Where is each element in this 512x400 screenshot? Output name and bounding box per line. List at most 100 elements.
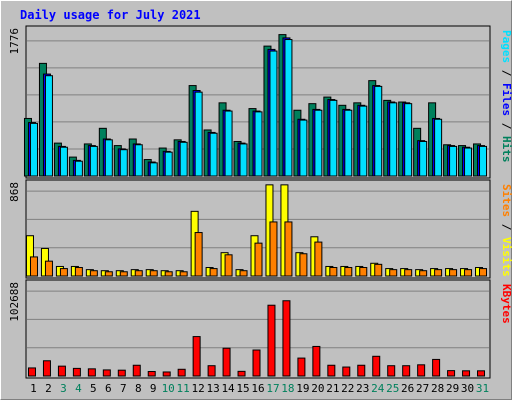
bar-kbytes-day-30: [462, 370, 471, 377]
bar-sites-day-17: [269, 221, 278, 277]
bar-kbytes-day-21: [327, 364, 336, 377]
bar-kbytes-day-2: [42, 360, 51, 377]
chart-panel-middle: 868 Sites / Visits: [8, 179, 512, 279]
bar-sites-day-2: [44, 260, 53, 277]
y-axis-label-part: /: [500, 217, 512, 237]
y-max-label-middle: 868: [8, 182, 21, 202]
x-tick-label-day-31: 31: [476, 382, 489, 395]
y-axis-label-part: Sites: [500, 184, 512, 217]
bar-sites-day-22: [344, 267, 353, 277]
x-tick-label-day-26: 26: [401, 382, 414, 395]
x-tick-label-day-9: 9: [150, 382, 157, 395]
y-axis-label-middle: Sites / Visits: [500, 184, 512, 277]
bar-sites-day-31: [479, 268, 488, 277]
bar-sites-day-14: [224, 254, 233, 277]
bar-pages-day-13: [209, 132, 218, 177]
x-tick-label-day-8: 8: [135, 382, 142, 395]
y-axis-label-part: /: [500, 63, 512, 83]
x-tick-label-day-30: 30: [461, 382, 474, 395]
bar-pages-day-4: [74, 160, 83, 177]
bar-sites-day-24: [374, 263, 383, 277]
bar-sites-day-12: [194, 232, 203, 277]
bar-kbytes-day-4: [72, 367, 81, 377]
bar-sites-day-5: [89, 270, 98, 277]
bar-sites-day-18: [284, 221, 293, 277]
bar-sites-day-10: [164, 271, 173, 277]
bar-kbytes-day-10: [162, 371, 171, 377]
bar-kbytes-day-9: [147, 371, 156, 377]
x-tick-label-day-2: 2: [45, 382, 52, 395]
y-axis-label-part: /: [500, 116, 512, 136]
y-axis-label-top: Pages / Files / Hits: [500, 30, 512, 163]
bar-kbytes-day-3: [57, 365, 66, 377]
x-tick-label-day-24: 24: [371, 382, 385, 395]
y-axis-label-part: Visits: [500, 237, 512, 277]
x-tick-label-day-14: 14: [221, 382, 235, 395]
bar-kbytes-day-27: [417, 364, 426, 377]
x-tick-label-day-5: 5: [90, 382, 97, 395]
x-tick-label-day-17: 17: [266, 382, 279, 395]
x-tick-label-day-18: 18: [281, 382, 294, 395]
bar-kbytes-day-11: [177, 368, 186, 377]
bar-sites-day-20: [314, 241, 323, 277]
bar-sites-day-29: [449, 269, 458, 277]
bar-sites-day-13: [209, 268, 218, 277]
x-tick-label-day-22: 22: [341, 382, 354, 395]
x-tick-label-day-29: 29: [446, 382, 459, 395]
bar-sites-day-16: [254, 242, 263, 277]
chart-title: Daily usage for July 2021: [20, 8, 201, 22]
y-axis-label-part: Hits: [500, 136, 512, 163]
bar-kbytes-day-29: [447, 370, 456, 377]
bar-pages-day-21: [329, 99, 338, 177]
bar-kbytes-day-25: [387, 365, 396, 377]
bar-pages-day-23: [359, 105, 368, 177]
x-tick-label-day-16: 16: [251, 382, 264, 395]
bar-kbytes-day-7: [117, 369, 126, 377]
bar-pages-day-3: [59, 146, 68, 177]
x-tick-label-day-10: 10: [162, 382, 175, 395]
bar-kbytes-day-17: [267, 304, 276, 377]
bar-pages-day-12: [194, 91, 203, 177]
bar-sites-day-9: [149, 270, 158, 277]
bar-pages-day-24: [374, 85, 383, 177]
bar-pages-day-20: [314, 109, 323, 177]
bar-kbytes-day-28: [432, 358, 441, 377]
chart-panel-top: 1776 Pages / Files / Hits: [8, 25, 512, 179]
bar-sites-day-30: [464, 269, 473, 277]
bar-pages-day-28: [434, 118, 443, 177]
bar-pages-day-11: [179, 141, 188, 177]
y-axis-label-part: KBytes: [500, 284, 512, 324]
bar-sites-day-8: [134, 270, 143, 277]
x-tick-label-day-20: 20: [311, 382, 324, 395]
bar-pages-day-26: [404, 103, 413, 177]
bar-pages-day-14: [224, 110, 233, 177]
bar-sites-day-1: [29, 256, 38, 277]
bar-sites-day-19: [299, 253, 308, 277]
bar-kbytes-day-20: [312, 345, 321, 377]
bar-kbytes-day-1: [27, 367, 36, 377]
bar-pages-day-5: [89, 145, 98, 177]
y-max-label-top: 1776: [8, 28, 21, 55]
bar-sites-day-23: [359, 267, 368, 277]
y-axis-label-part: Files: [500, 83, 512, 116]
x-tick-label-day-19: 19: [296, 382, 309, 395]
bar-sites-day-21: [329, 267, 338, 277]
x-tick-label-day-15: 15: [236, 382, 249, 395]
bar-kbytes-day-18: [282, 300, 291, 377]
x-tick-label-day-21: 21: [326, 382, 339, 395]
bar-pages-day-8: [134, 144, 143, 177]
x-tick-label-day-12: 12: [192, 382, 205, 395]
bar-kbytes-day-6: [102, 369, 111, 377]
bar-kbytes-day-22: [342, 366, 351, 377]
x-tick-label-day-28: 28: [431, 382, 444, 395]
bar-pages-day-29: [449, 145, 458, 177]
bar-pages-day-15: [239, 143, 248, 177]
bar-pages-day-31: [479, 145, 488, 177]
bar-kbytes-day-16: [252, 349, 261, 377]
bar-kbytes-day-5: [87, 368, 96, 377]
bar-kbytes-day-13: [207, 365, 216, 377]
bar-pages-day-6: [104, 139, 113, 177]
bar-pages-day-16: [254, 111, 263, 177]
x-tick-label-day-6: 6: [105, 382, 112, 395]
